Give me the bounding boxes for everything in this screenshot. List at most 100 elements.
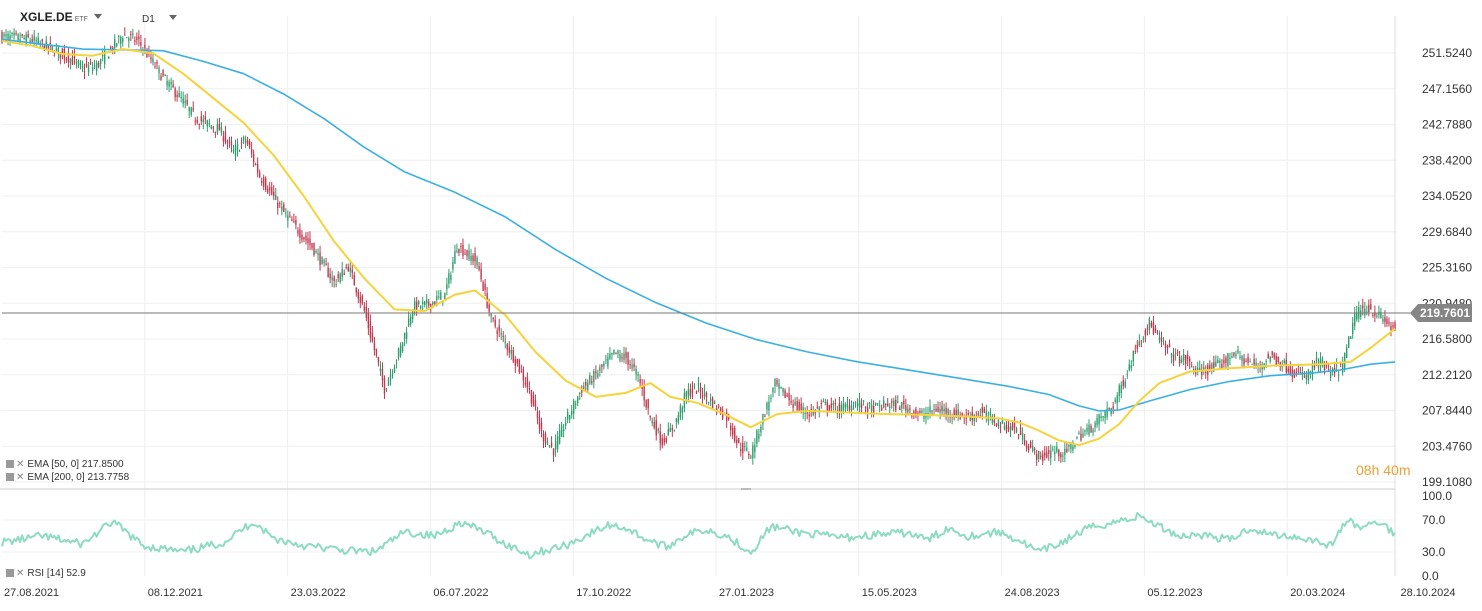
candle — [140, 41, 142, 46]
candle — [695, 390, 698, 394]
symbol-dropdown-chevron-down-icon[interactable] — [94, 14, 102, 19]
x-tick-label: 17.10.2022 — [576, 587, 631, 599]
candle — [675, 418, 678, 422]
candle — [506, 344, 508, 350]
candle — [182, 98, 184, 104]
candle — [85, 64, 88, 67]
candle — [232, 150, 235, 152]
panel-resize-handle[interactable] — [741, 488, 751, 490]
close-icon[interactable]: ✕ — [16, 459, 25, 470]
rsi-legend: ✕ RSI [14] 52.9 — [6, 568, 86, 579]
candle — [458, 248, 460, 253]
candle — [158, 67, 160, 74]
candle — [422, 302, 424, 305]
candle — [335, 283, 337, 285]
timeframe-dropdown-chevron-down-icon[interactable] — [169, 15, 177, 20]
candle — [1156, 332, 1159, 334]
candle — [788, 393, 790, 401]
candle — [669, 428, 672, 432]
candle — [899, 407, 901, 411]
candle — [663, 438, 665, 443]
candle — [705, 393, 708, 398]
candle — [1390, 325, 1392, 330]
settings-icon[interactable] — [6, 569, 14, 577]
candle — [462, 244, 464, 256]
candle — [1140, 340, 1143, 342]
symbol-tag: ETF — [74, 16, 88, 23]
candle — [299, 229, 301, 238]
candle — [156, 62, 158, 65]
candle — [1368, 304, 1370, 313]
candle — [1062, 455, 1064, 457]
candle — [760, 426, 762, 433]
candle — [550, 442, 553, 447]
candle — [995, 424, 998, 426]
candle — [754, 445, 756, 452]
candle — [502, 335, 504, 337]
symbol-title[interactable]: XGLE.DE ETF — [20, 10, 88, 24]
candle — [1160, 337, 1163, 342]
candle — [842, 403, 845, 411]
candle — [882, 400, 885, 408]
candle — [267, 188, 269, 193]
candle — [1082, 433, 1084, 438]
candle — [311, 243, 313, 249]
candle — [909, 408, 911, 410]
candle — [605, 359, 607, 361]
candle — [1231, 356, 1233, 358]
candle — [730, 425, 732, 431]
candle — [905, 405, 907, 411]
candle — [365, 306, 368, 319]
candle — [625, 352, 627, 358]
candle — [250, 149, 253, 154]
candle — [999, 426, 1002, 428]
candle — [357, 291, 360, 299]
candle — [897, 401, 899, 403]
candle — [474, 253, 476, 262]
candle — [532, 395, 535, 407]
timer-hours-unit: h — [1371, 462, 1380, 478]
candle — [1221, 363, 1223, 369]
settings-icon[interactable] — [6, 473, 14, 481]
candle — [301, 234, 303, 240]
candle — [1074, 443, 1076, 447]
close-icon[interactable]: ✕ — [16, 472, 25, 483]
candle — [665, 438, 667, 442]
candle — [240, 142, 243, 144]
candle — [919, 410, 921, 414]
candle — [5, 34, 7, 37]
candle — [132, 33, 134, 35]
candle — [657, 428, 659, 431]
candle — [194, 120, 196, 122]
current-price-marker — [1410, 303, 1472, 322]
candle — [1362, 305, 1364, 309]
candle — [1042, 454, 1044, 461]
candle — [464, 253, 466, 255]
candle — [957, 409, 959, 418]
candle — [1213, 362, 1215, 368]
candle — [1178, 356, 1181, 364]
candle — [407, 318, 410, 327]
settings-icon[interactable] — [6, 460, 14, 468]
close-icon[interactable]: ✕ — [16, 568, 25, 579]
candle — [41, 39, 43, 42]
candle — [717, 405, 720, 407]
candle — [1172, 354, 1175, 362]
candle — [808, 414, 810, 417]
candle — [1076, 437, 1078, 439]
candle — [124, 34, 126, 36]
candle — [184, 100, 186, 103]
candle — [967, 412, 969, 415]
timeframe-selector[interactable]: D1 — [142, 14, 155, 25]
candle — [893, 400, 895, 406]
candle — [985, 411, 988, 418]
candle — [766, 402, 768, 410]
candle — [1120, 385, 1122, 394]
ema200-label: EMA [200, 0] — [27, 472, 85, 483]
candle — [1343, 353, 1346, 369]
x-tick-label: 20.03.2024 — [1290, 587, 1345, 599]
candle — [921, 411, 923, 413]
candle — [1058, 449, 1060, 457]
candle — [736, 439, 738, 444]
